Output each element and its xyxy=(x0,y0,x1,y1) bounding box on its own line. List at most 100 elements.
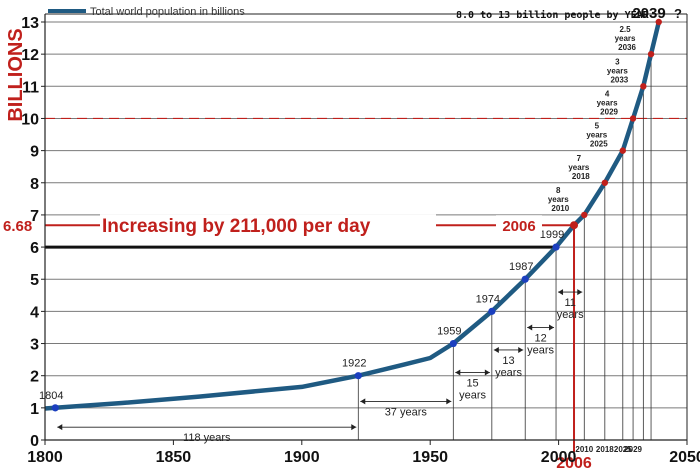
data-point xyxy=(521,275,529,283)
highlight-year: 2006 xyxy=(502,218,535,235)
projection-year: 2033 xyxy=(610,75,628,84)
interval-arrowhead xyxy=(527,324,533,331)
milestone-label: 1987 xyxy=(509,261,533,273)
x-tick-label: 1800 xyxy=(27,449,63,466)
highlight-value-label: 6.68 xyxy=(3,218,32,235)
y-tick-label: 6 xyxy=(30,240,39,257)
interval-arrowhead xyxy=(455,369,461,376)
data-labels: 1804192219591974198719998years20107years… xyxy=(3,25,643,472)
projection-years: 5 xyxy=(595,122,600,131)
milestone-label: 1974 xyxy=(476,293,500,305)
y-tick-label: 12 xyxy=(21,47,39,64)
y-tick-label: 8 xyxy=(30,176,39,193)
projection-year: 2018 xyxy=(572,172,590,181)
interval-label: years xyxy=(557,309,584,321)
milestone-label: 1922 xyxy=(342,358,366,370)
projection-point xyxy=(655,18,662,26)
projection-years: 4 xyxy=(605,89,610,98)
x-tick-label: 1900 xyxy=(284,449,320,466)
milestone-label: 1804 xyxy=(39,390,63,402)
interval-arrowhead xyxy=(57,424,63,431)
interval-label: 15 xyxy=(466,377,478,389)
y-tick-label: 5 xyxy=(30,272,39,289)
projection-years: 3 xyxy=(615,57,620,66)
bottom-year-label: 2018 xyxy=(596,445,614,454)
data-point xyxy=(488,307,496,315)
y-tick-label: 0 xyxy=(30,433,39,450)
projection-years: 8 xyxy=(556,186,561,195)
highlight-point xyxy=(570,221,579,230)
interval-label: years xyxy=(495,367,522,379)
series-line xyxy=(44,21,661,411)
interval-label: 118 years xyxy=(183,432,231,444)
projection-years-word: years xyxy=(568,163,589,172)
projection-years-word: years xyxy=(597,98,618,107)
y-tick-label: 4 xyxy=(30,304,39,321)
projection-point xyxy=(629,115,637,122)
projection-years: 7 xyxy=(577,154,582,163)
projection-years-word: years xyxy=(615,34,636,43)
data-point xyxy=(51,404,59,412)
y-tick-label: 3 xyxy=(30,337,39,354)
bottom-year-label: 2010 xyxy=(575,445,593,454)
interval-label: 11 xyxy=(564,297,575,309)
interval-arrowhead xyxy=(446,398,452,405)
x-tick-label: 2000 xyxy=(541,449,577,466)
projection-year: 2025 xyxy=(590,140,608,149)
interval-arrowhead xyxy=(360,398,366,405)
y-tick-label: 11 xyxy=(22,79,39,96)
milestone-label: 1959 xyxy=(437,326,461,338)
y-tick-label: 10 xyxy=(21,111,39,128)
interval-arrowhead xyxy=(577,289,583,296)
gridlines xyxy=(45,21,687,452)
interval-arrowhead xyxy=(518,346,524,353)
top-note-question: ? xyxy=(674,6,682,21)
projection-year: 2010 xyxy=(551,204,569,213)
data-points xyxy=(51,18,662,412)
projection-years: 2.5 xyxy=(619,25,631,34)
y-tick-label: 9 xyxy=(30,144,39,161)
y-axis-title: BILLIONS xyxy=(5,28,27,121)
projection-point xyxy=(647,50,655,58)
y-tick-label: 7 xyxy=(30,208,39,225)
interval-arrowhead xyxy=(493,346,499,353)
projection-years-word: years xyxy=(586,131,607,140)
interval-arrowhead xyxy=(549,324,555,331)
bottom-year-label: 2025 xyxy=(614,445,632,454)
data-point xyxy=(552,243,560,251)
interval-label: 12 xyxy=(534,332,546,344)
legend-label: Total world population in billions xyxy=(90,6,245,18)
data-point xyxy=(449,339,457,348)
bottom-year-label: 2029 xyxy=(624,445,642,454)
x-tick-label: 2050 xyxy=(669,449,700,466)
highlight-bottom-year: 2006 xyxy=(556,455,592,472)
projection-year: 2036 xyxy=(618,43,636,52)
interval-arrowhead xyxy=(351,424,357,431)
interval-label: years xyxy=(459,389,486,401)
interval-label: 13 xyxy=(502,355,514,367)
x-tick-label: 1950 xyxy=(412,449,448,466)
interval-arrowhead xyxy=(558,289,564,296)
milestone-drop-lines xyxy=(357,54,652,440)
highlight-text: Increasing by 211,000 per day xyxy=(102,216,371,237)
x-tick-label: 1850 xyxy=(156,449,192,466)
y-tick-label: 13 xyxy=(21,15,39,32)
top-note-year: 2039 xyxy=(632,5,665,22)
projection-years-word: years xyxy=(607,66,628,75)
data-point xyxy=(354,372,362,380)
projection-years-word: years xyxy=(548,195,569,204)
interval-arrowhead xyxy=(484,369,490,376)
milestone-label: 1999 xyxy=(540,229,564,241)
projection-point xyxy=(640,83,647,90)
projection-point xyxy=(601,179,609,186)
top-note: 8.0 to 13 billion people by YEAR xyxy=(456,9,650,21)
projection-year: 2029 xyxy=(600,107,618,116)
y-tick-label: 1 xyxy=(30,401,39,418)
projection-point xyxy=(619,147,626,154)
y-tick-label: 2 xyxy=(30,369,39,386)
interval-label: 37 years xyxy=(385,406,428,418)
highlight-year-bg xyxy=(496,215,542,236)
